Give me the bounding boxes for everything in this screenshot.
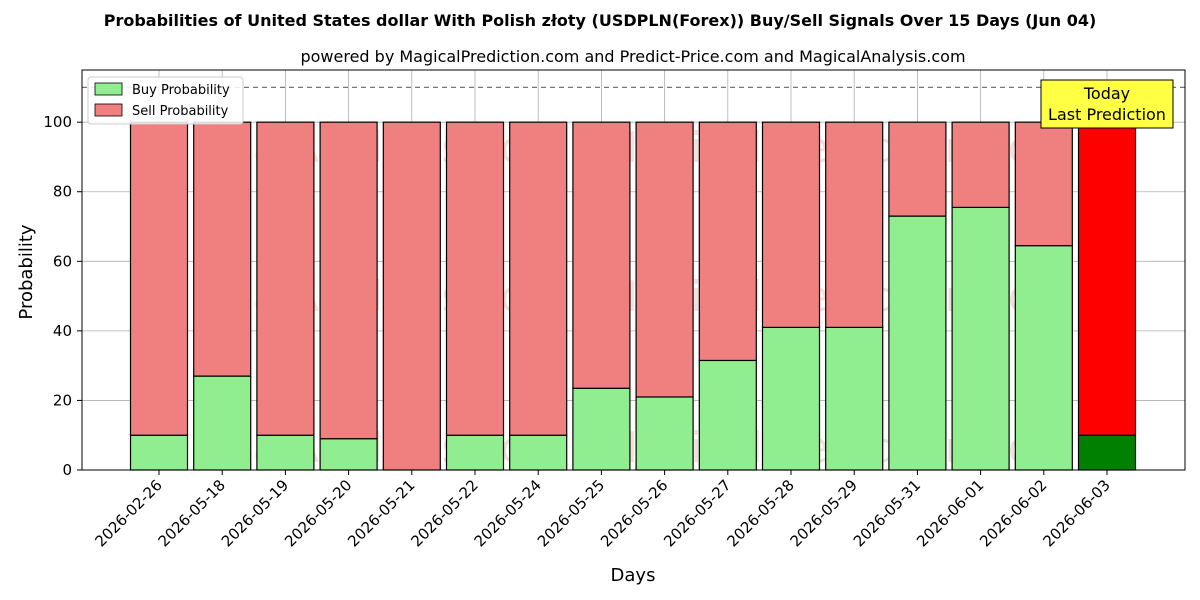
bar-buy [635, 396, 694, 471]
x-tick-label: 2026-06-02 [976, 476, 1050, 550]
x-tick-label: 2026-05-18 [155, 476, 229, 550]
plot-frame [81, 69, 1186, 471]
bar-buy [256, 434, 315, 471]
legend-buy-swatch [94, 82, 123, 96]
bar-sell [319, 121, 378, 440]
bar-buy [572, 387, 631, 471]
bar-buy [509, 434, 568, 471]
x-tick-label: 2026-06-01 [913, 476, 987, 550]
bar-buy [129, 434, 189, 471]
x-tick-label: 2026-05-26 [597, 476, 671, 550]
y-axis-ticks: 0 20 40 60 80 100 [43, 113, 82, 479]
annotation-line2: Last Prediction [1048, 105, 1166, 124]
y-tick-label: 0 [62, 461, 72, 479]
bar-sell [761, 121, 821, 328]
today-annotation: Today Last Prediction [1040, 79, 1174, 129]
annotation-line1: Today [1083, 84, 1130, 103]
y-axis-label: Probability [16, 224, 37, 319]
bar-sell [825, 121, 884, 328]
x-tick-label: 2026-05-24 [471, 476, 545, 550]
bar-sell [256, 121, 315, 436]
bar-sell [445, 121, 505, 436]
bars [129, 121, 1137, 471]
y-tick-label: 80 [53, 183, 72, 201]
legend-sell-swatch [94, 103, 123, 117]
bar-sell [572, 121, 631, 389]
bar-buy [1077, 434, 1137, 471]
bar-buy [193, 375, 252, 471]
y-tick-label: 60 [53, 252, 72, 270]
x-axis-label: Days [611, 565, 656, 586]
y-tick-label: 20 [53, 391, 72, 409]
bar-sell [635, 121, 694, 398]
bar-buy [888, 215, 947, 471]
legend: Buy Probability Sell Probability [87, 76, 244, 125]
legend-box [87, 76, 244, 125]
x-tick-label: 2026-06-03 [1039, 476, 1113, 550]
bar-buy [761, 326, 821, 471]
bar-sell [509, 121, 568, 436]
bar-sell [888, 121, 947, 217]
x-axis-ticks: 2026-02-262026-05-182026-05-192026-05-20… [91, 470, 1114, 550]
y-tick-label: 100 [43, 113, 72, 131]
bar-buy [1014, 245, 1073, 471]
bar-sell [1014, 121, 1073, 247]
legend-sell-label: Sell Probability [132, 104, 229, 119]
bar-buy [445, 434, 505, 471]
bar-sell [382, 121, 441, 471]
x-tick-label: 2026-05-31 [850, 476, 924, 550]
legend-buy-label: Buy Probability [132, 83, 230, 98]
x-tick-label: 2026-05-20 [281, 476, 355, 550]
bar-buy [825, 326, 884, 471]
x-tick-label: 2026-05-25 [534, 476, 608, 550]
annotation-box [1040, 79, 1174, 129]
bar-sell [129, 121, 189, 436]
bar-buy [698, 359, 757, 471]
chart-title: Probabilities of United States dollar Wi… [104, 11, 1097, 30]
bar-sell [951, 121, 1010, 208]
y-tick-label: 40 [53, 322, 72, 340]
x-tick-label: 2026-05-21 [344, 476, 418, 550]
bar-sell [698, 121, 757, 362]
bar-buy [951, 206, 1010, 471]
x-tick-label: 2026-05-27 [660, 476, 734, 550]
x-tick-label: 2026-05-19 [218, 476, 292, 550]
bar-sell [1077, 121, 1137, 436]
x-tick-label: 2026-05-22 [407, 476, 481, 550]
x-tick-label: 2026-05-29 [787, 476, 861, 550]
bar-sell [193, 121, 252, 377]
bar-buy [319, 438, 378, 471]
chart-subtitle: powered by MagicalPrediction.com and Pre… [300, 47, 965, 66]
x-tick-label: 2026-02-26 [91, 476, 165, 550]
x-tick-label: 2026-05-28 [723, 476, 797, 550]
